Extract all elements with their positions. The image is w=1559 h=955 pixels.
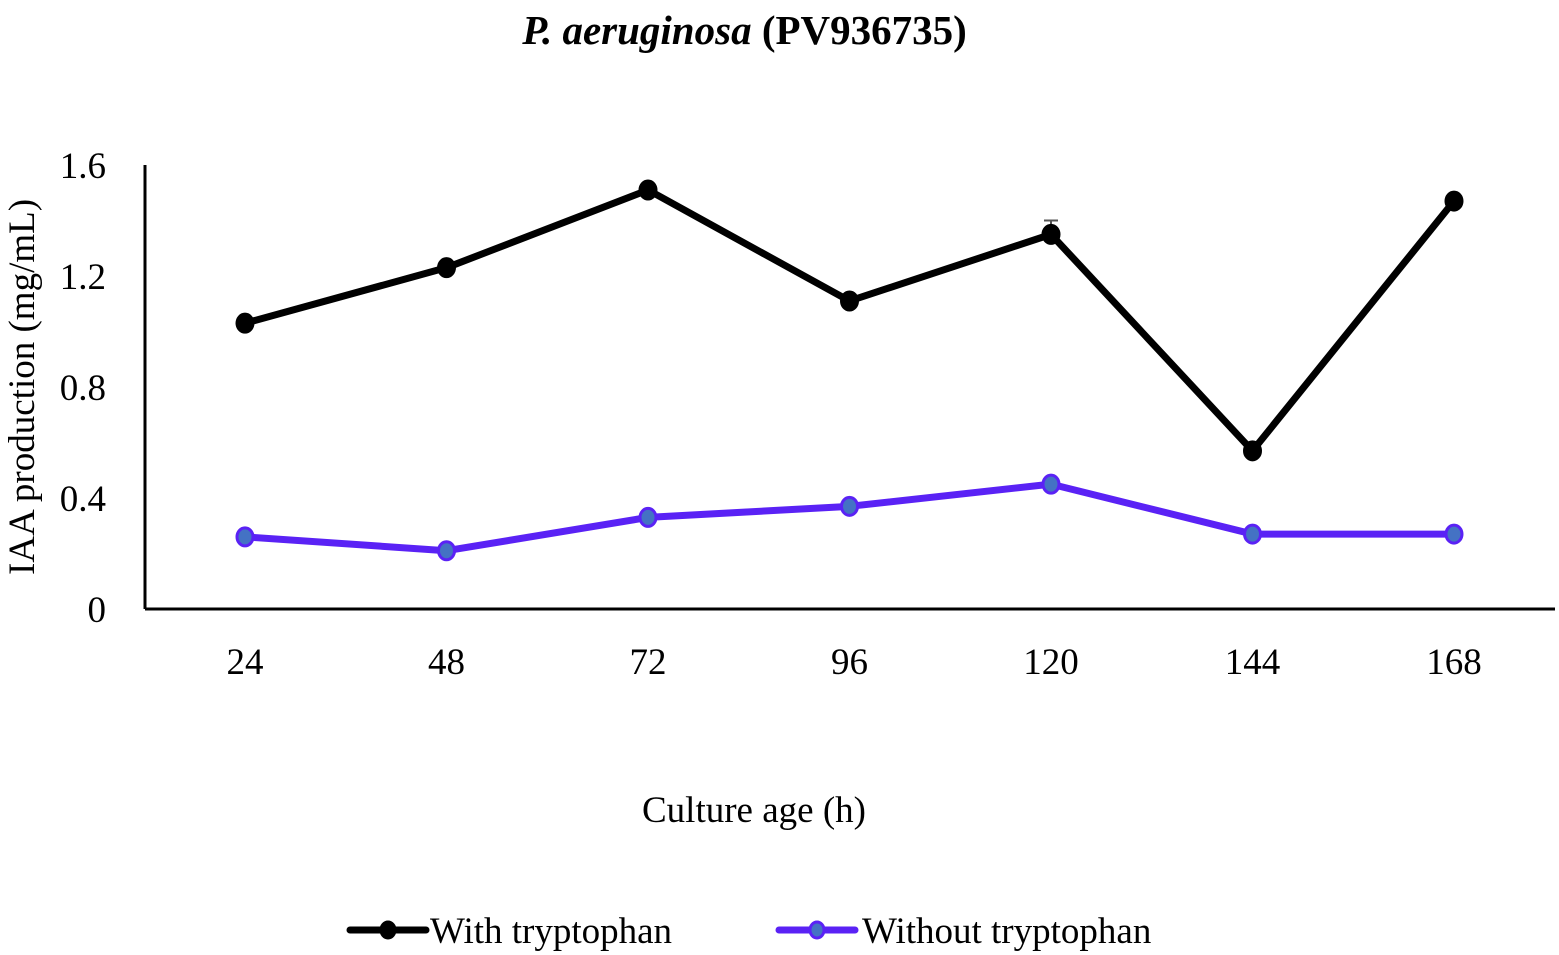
data-point (1041, 473, 1061, 495)
x-tick-label: 24 (227, 642, 264, 683)
data-point (437, 257, 456, 279)
legend-item: Without tryptophan (775, 911, 1151, 952)
chart-title: P. aeruginosa (PV936735) (0, 6, 1489, 54)
x-tick-label: 144 (1225, 642, 1281, 683)
y-axis-label: IAA production (mg/mL) (2, 199, 43, 575)
x-tick-label: 168 (1426, 642, 1482, 683)
series-line (244, 480, 1454, 555)
x-tick-label: 72 (630, 642, 667, 683)
data-point (235, 526, 255, 548)
legend: With tryptophan Without tryptophan (346, 911, 1151, 952)
data-point (1243, 440, 1262, 462)
data-point (235, 312, 255, 334)
legend-swatch-marker (808, 920, 826, 940)
series-without-tryptophan (235, 473, 1464, 562)
data-point (1243, 523, 1262, 545)
y-tick-label: 0.4 (60, 479, 106, 520)
data-point (437, 540, 456, 562)
y-tick-label: 1.2 (60, 257, 106, 298)
x-axis-label: Culture age (h) (642, 790, 866, 831)
y-tick-label: 1.6 (60, 146, 106, 187)
chart-title-accession: (PV936735) (751, 7, 967, 53)
data-point (1444, 190, 1464, 212)
x-tick-labels: 24 48 72 96 120 144 168 (227, 642, 1482, 683)
x-tick-label: 48 (428, 642, 465, 683)
data-point (1041, 223, 1061, 245)
data-point (840, 495, 859, 517)
legend-label: Without tryptophan (862, 911, 1151, 952)
legend-label: With tryptophan (430, 911, 672, 952)
axes (143, 165, 1555, 611)
series-with-tryptophan (235, 179, 1464, 462)
chart-title-species: P. aeruginosa (522, 7, 752, 53)
data-point (1444, 523, 1464, 545)
data-point (638, 179, 658, 201)
data-point (638, 506, 658, 528)
legend-item: With tryptophan (346, 911, 672, 952)
series-group (235, 179, 1464, 562)
series-line (244, 186, 1457, 455)
x-tick-label: 120 (1023, 642, 1079, 683)
legend-swatch-marker (379, 920, 397, 940)
y-tick-label: 0 (88, 590, 107, 631)
y-tick-label: 0.8 (60, 368, 106, 409)
y-tick-labels: 0 0.4 0.8 1.2 1.6 (60, 146, 106, 631)
x-tick-label: 96 (831, 642, 868, 683)
data-point (840, 290, 859, 312)
